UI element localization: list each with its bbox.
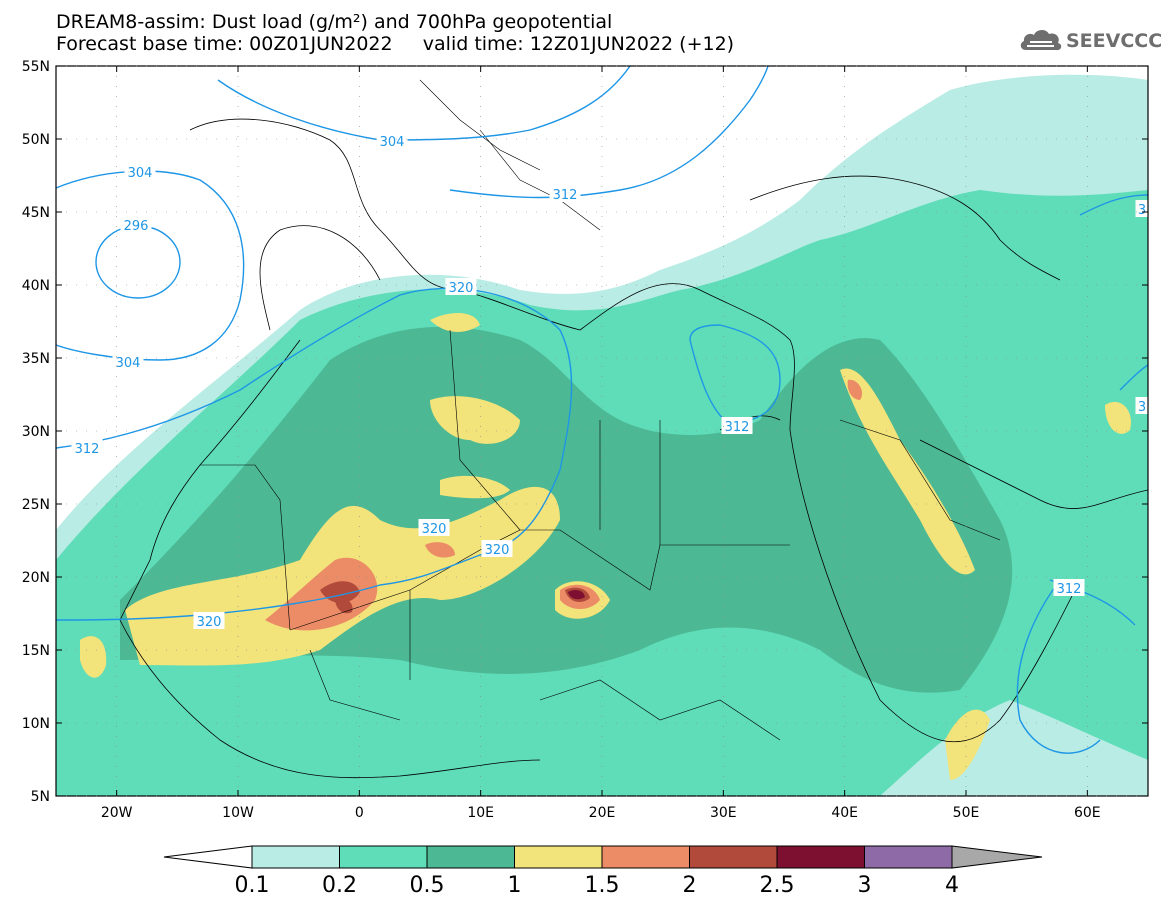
colorbar-label: 0.2 [322,873,357,898]
colorbar-label: 3 [858,873,872,898]
colorbar-label: 0.1 [235,873,270,898]
contour-label-layer: 304 304 296 304 312 312 320 312 320 320 320 312 3 3 [71,132,1149,630]
contour-label: 320 [422,522,447,537]
cloud-logo-icon [1020,29,1062,51]
coastline-layer [119,118,1148,779]
colorbar-label: 1.5 [585,873,620,898]
contour-label-bg [71,439,103,456]
contour-label-bg [481,540,513,557]
contour-label-bg [445,278,477,295]
contour-label-bg [418,519,450,536]
contour-label-bg [549,185,581,202]
lon-tick-label: 30E [710,805,737,821]
lon-tick-label: 10W [222,805,254,821]
contour-label-bg [1135,200,1149,217]
contour-label-bg [120,216,152,233]
axis-ticks: 20W 10W 0 10E 20E 30E 40E 50E 60E55N50N45N40N35N… [22,59,1148,821]
colorbar-label: 1 [508,873,522,898]
contour-label: 320 [449,281,474,296]
lon-tick-label: 60E [1074,805,1101,821]
contour-label: 312 [725,420,750,435]
contour-label: 296 [124,219,149,234]
colorbar-segment [864,845,953,869]
colorbar-segment [339,845,428,869]
contour-label: 3 [1138,400,1146,415]
logo-text: SEEVCCC [1066,30,1163,52]
colorbar: 0.1 0.2 0.5 1 1.5 2 2.5 3 4 [163,845,1043,898]
lat-tick-label: 25N [22,497,50,513]
lon-tick-label: 50E [953,805,980,821]
lon-tick-label: 20E [589,805,616,821]
contour-label: 304 [128,166,153,181]
seevccc-logo: SEEVCCC [1018,26,1162,60]
contour-label: 312 [75,442,100,457]
contour-label-bg [1053,579,1085,596]
contour-label-bg [124,163,156,180]
colorbar-label: 2 [683,873,697,898]
colorbar-segment [514,845,603,869]
colorbar-high-arrow [951,845,1043,869]
contour-label-bg [112,353,144,370]
colorbar-segment [601,845,690,869]
lon-tick-label: 10E [467,805,494,821]
colorbar-segment [776,845,865,869]
contour-label: 320 [197,615,222,630]
lat-tick-label: 40N [22,278,50,294]
colorbar-low-arrow [163,845,253,869]
contour-label: 320 [485,543,510,558]
contour-label-bg [721,417,753,434]
dust-fill-layer [56,66,1148,796]
colorbar-segment [251,845,340,869]
lat-tick-label: 50N [22,132,50,148]
lat-tick-label: 15N [22,643,50,659]
lat-tick-label: 20N [22,570,50,586]
colorbar-segment [426,845,515,869]
contour-label-bg [376,132,408,149]
lon-tick-label: 0 [355,805,364,821]
contour-label: 312 [1057,582,1082,597]
contour-label: 304 [380,135,405,150]
lat-tick-label: 45N [22,205,50,221]
colorbar-label: 4 [945,873,959,898]
lon-tick-label: 40E [831,805,858,821]
colorbar-label: 2.5 [760,873,795,898]
contour-label-bg [193,612,225,629]
colorbar-label: 0.5 [410,873,445,898]
colorbar-segment [689,845,778,869]
contour-label-bg [1135,397,1149,414]
contour-label: 3 [1138,203,1146,218]
contour-label: 304 [116,356,141,371]
contour-label: 312 [553,188,578,203]
lat-tick-label: 5N [31,789,50,805]
lat-tick-label: 10N [22,716,50,732]
lat-tick-label: 55N [22,59,50,75]
lat-tick-label: 30N [22,424,50,440]
title-line-1: DREAM8-assim: Dust load (g/m²) and 700hP… [56,11,613,33]
lon-tick-label: 20W [101,805,133,821]
title-line-2: Forecast base time: 00Z01JUN2022 valid t… [56,33,735,55]
lat-tick-label: 35N [22,351,50,367]
